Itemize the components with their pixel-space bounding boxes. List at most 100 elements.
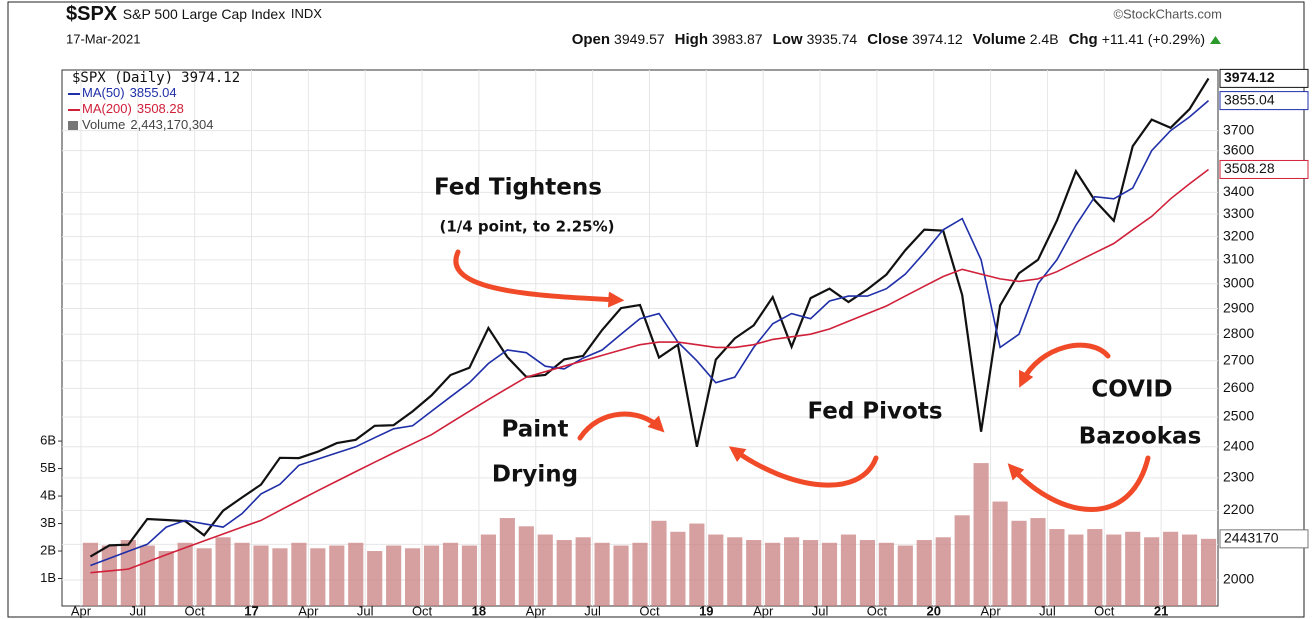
x-tick-label: 19 xyxy=(699,603,713,618)
annotation: Fed Pivots xyxy=(807,399,942,425)
volume-bar xyxy=(708,534,724,606)
y2-tick-label: 5B xyxy=(40,460,56,475)
volume-bar xyxy=(1181,534,1198,606)
volume-bar xyxy=(480,534,496,606)
quote-label: Low xyxy=(773,31,803,48)
annotation: Bazookas xyxy=(1079,424,1202,450)
volume-bar xyxy=(386,545,402,606)
y2-tick-label: 1B xyxy=(40,570,56,585)
volume-bar xyxy=(1106,534,1122,606)
volume-bar xyxy=(1011,520,1027,606)
y-tick-label: 2200 xyxy=(1223,501,1254,517)
y-tick-label: 2600 xyxy=(1223,379,1254,395)
price-line xyxy=(89,77,1210,558)
y-tick-label: 3600 xyxy=(1223,141,1254,157)
x-tick-label: Jul xyxy=(584,603,601,618)
arrow xyxy=(1007,455,1151,512)
y2-tick-label: 6B xyxy=(40,433,56,448)
quote-value: 3935.74 xyxy=(807,31,858,47)
volume-bar xyxy=(954,515,970,606)
volume-bar xyxy=(215,537,231,606)
quote-label: Close xyxy=(867,31,908,48)
volume-bar xyxy=(291,542,307,606)
annotations: Fed Tightens (1/4 point, to 2.25%) Paint… xyxy=(434,175,1202,512)
y-tick-label: 3200 xyxy=(1223,227,1254,243)
volume-bar xyxy=(746,540,762,606)
quote-label: Volume xyxy=(973,31,1026,48)
volume-bar xyxy=(1144,537,1160,606)
legend-entry: Volume 2,443,170,304 xyxy=(82,117,214,132)
y-tick-label: 2900 xyxy=(1223,299,1254,315)
annotation: (1/4 point, to 2.25%) xyxy=(440,218,615,236)
x-tick-label: Oct xyxy=(639,603,660,618)
date: 17-Mar-2021 xyxy=(66,31,140,46)
volume-bar xyxy=(272,548,288,606)
volume-bar xyxy=(765,542,781,606)
arrow xyxy=(1019,342,1111,388)
value-box xyxy=(1219,529,1309,549)
x-tick-label: Apr xyxy=(71,603,92,618)
x-tick-label: Apr xyxy=(753,603,774,618)
volume-bar xyxy=(632,542,648,606)
volume-bar xyxy=(442,542,459,606)
x-tick-label: 21 xyxy=(1154,603,1168,618)
volume-bar xyxy=(1163,531,1179,606)
y-tick-label: 2300 xyxy=(1223,469,1254,485)
value-box xyxy=(1219,159,1309,179)
plot-area xyxy=(61,69,1219,607)
volume-bar xyxy=(348,542,364,606)
volume-bar xyxy=(423,545,440,606)
y-tick-label: 2500 xyxy=(1223,408,1254,424)
volume-bar xyxy=(158,551,174,606)
volume-bar xyxy=(840,534,857,606)
volume-bar xyxy=(821,542,838,606)
volume-bar xyxy=(1125,531,1141,606)
volume-bar xyxy=(651,520,667,606)
quote-label: High xyxy=(675,31,708,48)
legend-entry: MA(50) 3855.04 xyxy=(82,85,177,100)
x-tick-label: Jul xyxy=(812,603,829,618)
marks xyxy=(82,77,1217,606)
volume-bar xyxy=(689,523,705,606)
x-tick-label: 18 xyxy=(472,603,486,618)
quote-value: 2.4B xyxy=(1030,31,1059,47)
volume-bar xyxy=(973,463,989,606)
volume-bar xyxy=(1087,529,1103,606)
legend-name: MA(200) xyxy=(82,101,132,116)
volume-bar xyxy=(253,545,269,606)
legend-value: 2,443,170,304 xyxy=(130,117,213,132)
volume-bar xyxy=(329,545,345,606)
y-tick-label: 2700 xyxy=(1223,351,1254,367)
symbol: $SPX xyxy=(66,3,118,25)
quote-label: Open xyxy=(572,31,610,48)
volume-bar xyxy=(935,537,951,606)
volume-bar xyxy=(897,545,913,606)
x-tick-label: 17 xyxy=(244,603,258,618)
y-tick-label: 3300 xyxy=(1223,205,1254,221)
x-tick-label: Apr xyxy=(298,603,319,618)
volume-bar xyxy=(727,537,743,606)
quote: Open 3949.57 High 3983.87 Low 3935.74 Close 397… xyxy=(572,31,1205,48)
legend-entry: $SPX (Daily) 3974.12 xyxy=(72,70,240,86)
y2-tick-label: 4B xyxy=(40,487,56,502)
volume-bar xyxy=(992,501,1008,606)
y2-tick-label: 3B xyxy=(40,515,56,530)
legend-name: $SPX (Daily) xyxy=(72,70,173,86)
volume-bar xyxy=(802,540,819,606)
legend-name: MA(50) xyxy=(82,85,125,100)
up-arrow xyxy=(1210,36,1221,44)
x-tick-label: Oct xyxy=(867,603,888,618)
y-tick-label: 3100 xyxy=(1223,251,1254,267)
volume-bar xyxy=(461,545,478,606)
y-tick-label: 3700 xyxy=(1223,121,1254,137)
x-tick-label: 20 xyxy=(927,603,941,618)
header: $SPX S&P 500 Large Cap Index INDX xyxy=(66,3,322,25)
volume-bar xyxy=(670,531,686,606)
value-box-label: 2443170 xyxy=(1224,530,1279,546)
value-box xyxy=(1219,68,1309,88)
volume-bar xyxy=(859,540,875,606)
x-tick-label: Apr xyxy=(526,603,547,618)
annotation: Drying xyxy=(492,462,578,488)
quote-label: Chg xyxy=(1069,31,1098,48)
